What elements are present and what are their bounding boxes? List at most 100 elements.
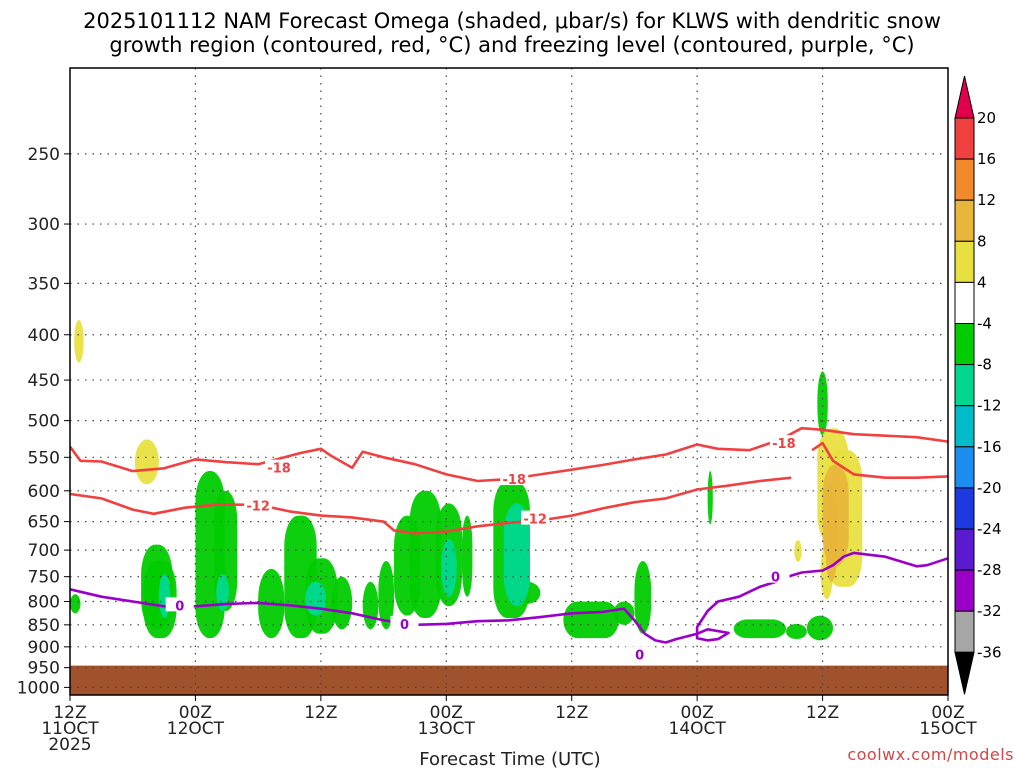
y-tick-label: 350 — [28, 274, 60, 294]
colorbar-swatch — [954, 569, 975, 612]
contour-label: -18 — [502, 473, 526, 488]
omega-cell — [794, 540, 802, 563]
terrain-fill — [70, 665, 948, 695]
omega-cell — [378, 560, 395, 630]
contour-label: 0 — [175, 599, 184, 614]
contour-label-bg — [625, 646, 654, 661]
x-tick-label: 11OCT — [41, 719, 99, 739]
contour-label-bg — [500, 471, 529, 486]
colorbar-swatch — [954, 446, 975, 489]
omega-cell — [817, 371, 828, 436]
x-tick-label: 12Z — [304, 703, 337, 723]
omega-cell — [441, 538, 457, 597]
contour-line — [811, 441, 949, 479]
colorbar-swatch — [954, 158, 975, 201]
omega-cell — [158, 574, 171, 618]
colorbar-label: -24 — [977, 520, 1002, 538]
y-tick-label: 750 — [28, 568, 60, 588]
y-tick-label: 400 — [28, 326, 60, 346]
x-tick-label: 00Z — [681, 703, 714, 723]
contour-label: -12 — [246, 499, 270, 514]
omega-cell — [806, 615, 834, 641]
colorbar-swatch — [954, 240, 975, 283]
contour-label: -12 — [523, 513, 547, 528]
colorbar-swatch — [954, 281, 975, 324]
colorbar-swatch — [954, 487, 975, 530]
y-tick-label: 700 — [28, 541, 60, 561]
omega-shading — [70, 320, 863, 641]
y-tick-label: 300 — [28, 215, 60, 235]
y-tick-label: 550 — [28, 448, 60, 468]
y-tick-label: 850 — [28, 616, 60, 636]
omega-cell — [825, 484, 838, 582]
x-tick-label: 14OCT — [669, 719, 727, 739]
colorbar-bottom-arrow — [954, 651, 975, 695]
contour-label: -18 — [772, 437, 796, 452]
colorbar-label: -4 — [977, 315, 992, 333]
x-tick-label: 00Z — [179, 703, 212, 723]
colorbar-label: -32 — [977, 602, 1002, 620]
x-tick-label: 15OCT — [919, 719, 977, 739]
contour-label-bg — [769, 435, 798, 450]
colorbar-swatch — [954, 117, 975, 160]
colorbar-label: 8 — [977, 232, 987, 250]
omega-cell — [733, 619, 786, 639]
omega-cell — [503, 503, 530, 607]
omega-cell — [70, 594, 81, 614]
title-line-2: growth region (contoured, red, °C) and f… — [109, 33, 915, 57]
omega-cell — [461, 515, 473, 597]
contour-label: 0 — [400, 618, 409, 633]
omega-cell — [305, 581, 327, 616]
watermark-text: coolwx.com/models — [847, 745, 1014, 764]
y-tick-label: 1000 — [17, 678, 60, 698]
contour-line — [68, 426, 949, 483]
omega-cell — [331, 576, 353, 630]
colorbar-swatch — [954, 610, 975, 653]
colorbar-label: 16 — [977, 150, 996, 168]
omega-cell — [563, 601, 619, 639]
y-tick-label: 600 — [28, 482, 60, 502]
contour-label: -18 — [267, 462, 291, 477]
contour-line — [69, 551, 949, 644]
colorbar-label: -20 — [977, 479, 1002, 497]
x-tick-label: 2025 — [48, 735, 91, 755]
x-tick-label: 00Z — [931, 703, 964, 723]
colorbar-label: -36 — [977, 643, 1002, 661]
temperature-contours: -18 -18 -18 -12 -12 0 0 0 0 — [68, 426, 949, 663]
omega-cell — [362, 581, 379, 630]
omega-cell — [74, 320, 84, 363]
terrain-layer — [70, 665, 948, 695]
plot-frame — [69, 67, 949, 696]
contour-label-bg — [521, 510, 550, 525]
contour-label-bg — [390, 615, 419, 630]
x-tick-label: 12Z — [806, 703, 839, 723]
colorbar-swatch — [954, 528, 975, 571]
y-tick-label: 950 — [28, 659, 60, 679]
colorbar-top-arrow — [954, 75, 975, 119]
y-tick-label: 650 — [28, 513, 60, 533]
y-tick-label: 800 — [28, 593, 60, 613]
colorbar-label: 20 — [977, 109, 996, 127]
omega-cell — [134, 439, 159, 485]
x-tick-label: 12Z — [53, 703, 86, 723]
omega-cell — [634, 560, 652, 634]
contour-label: 0 — [635, 648, 644, 663]
contour-label-bg — [761, 568, 790, 583]
colorbar-swatch — [954, 199, 975, 242]
colorbar-label: -12 — [977, 397, 1002, 415]
omega-cell — [707, 471, 713, 525]
x-tick-label: 12Z — [555, 703, 588, 723]
x-tick-label: 00Z — [430, 703, 463, 723]
y-axis-ticks: 2503003504004505005506006507007508008509… — [17, 145, 70, 698]
y-tick-label: 250 — [28, 145, 60, 165]
contour-line — [69, 476, 792, 535]
colorbar-label: -16 — [977, 438, 1002, 456]
x-tick-label: 12OCT — [167, 719, 225, 739]
colorbar-label: -8 — [977, 356, 992, 374]
contour-label-bg — [265, 459, 294, 474]
contour-label: 0 — [771, 571, 780, 586]
colorbar-label: 12 — [977, 191, 996, 209]
omega-cell — [409, 490, 442, 618]
